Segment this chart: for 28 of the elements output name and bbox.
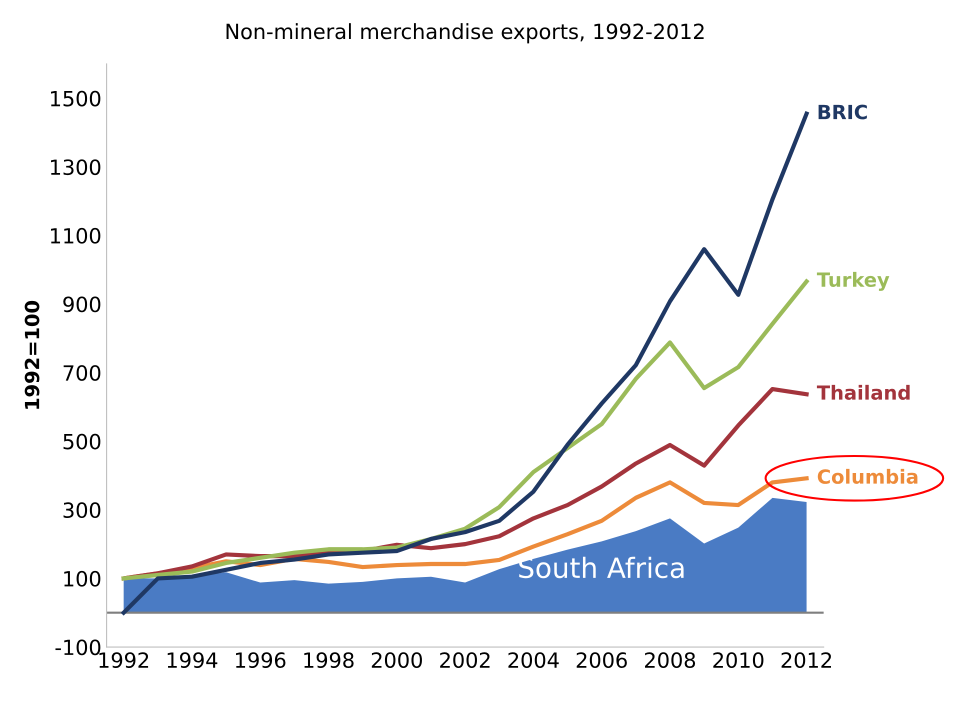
x-tick-label: 2010 [713, 652, 764, 668]
x-tick-label: 2002 [440, 652, 490, 668]
x-tick-label: 1992 [99, 652, 148, 668]
series-label: Columbia [818, 468, 918, 484]
x-tick-label: 2008 [645, 652, 696, 668]
x-tick-label: 2004 [508, 652, 559, 668]
y-tick-label: 500 [64, 434, 100, 450]
series-label: BRIC [818, 104, 867, 120]
y-tick-label: 1300 [50, 159, 100, 176]
x-tick-label: 2012 [782, 652, 831, 668]
series-label: Turkey [816, 272, 890, 291]
x-tick-label: 1994 [168, 652, 218, 668]
x-tick-label: 1996 [236, 652, 286, 668]
line-series [122, 112, 809, 615]
x-tick-label: 1998 [304, 652, 354, 668]
x-tick-label: 2000 [372, 652, 422, 668]
y-tick-label: 1500 [50, 90, 100, 106]
y-tick-label: 900 [63, 296, 100, 312]
y-axis-title: 1992=100 [24, 300, 40, 409]
line-series [122, 279, 809, 581]
chart-title: Non-mineral merchandise exports, 1992-2012 [226, 23, 704, 44]
y-tick-label: 1100 [50, 228, 100, 244]
y-tick-label: 300 [64, 502, 100, 518]
y-tick-label: 700 [64, 365, 100, 381]
series-label: Thailand [816, 384, 910, 400]
y-tick-label: -100 [55, 639, 100, 656]
x-tick-label: 2006 [576, 652, 627, 668]
y-tick-label: 100 [64, 570, 100, 587]
